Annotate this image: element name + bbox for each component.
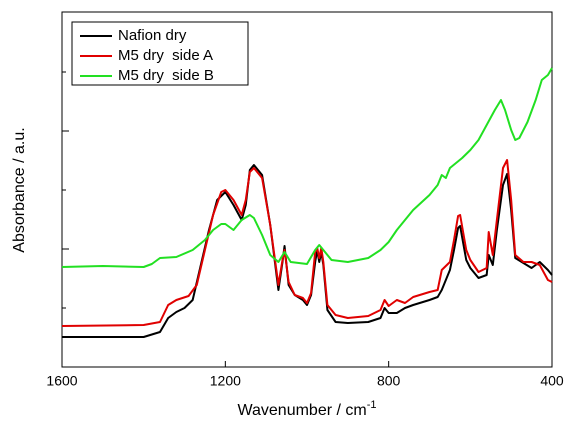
legend-label: M5 dry side A <box>118 47 213 64</box>
x-tick-label: 800 <box>377 373 401 389</box>
legend-label: Nafion dry <box>118 27 187 44</box>
x-tick-label: 1200 <box>210 373 241 389</box>
x-axis-title-sup: -1 <box>367 399 377 411</box>
x-tick-label: 400 <box>540 373 564 389</box>
series-line <box>61 67 553 268</box>
x-axis-title-main: Wavenumber / cm <box>238 402 367 419</box>
legend-label: M5 dry side B <box>118 67 214 84</box>
x-axis-title: Wavenumber / cm-1 <box>238 399 377 419</box>
y-axis-title: Absorbance / a.u. <box>11 127 28 252</box>
legend-box <box>71 21 249 86</box>
series-line <box>61 159 553 327</box>
series-line <box>62 164 553 338</box>
x-tick-label: 1600 <box>46 373 77 389</box>
